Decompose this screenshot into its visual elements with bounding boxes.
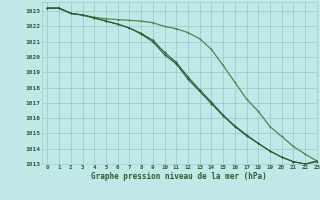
X-axis label: Graphe pression niveau de la mer (hPa): Graphe pression niveau de la mer (hPa) (91, 172, 267, 181)
